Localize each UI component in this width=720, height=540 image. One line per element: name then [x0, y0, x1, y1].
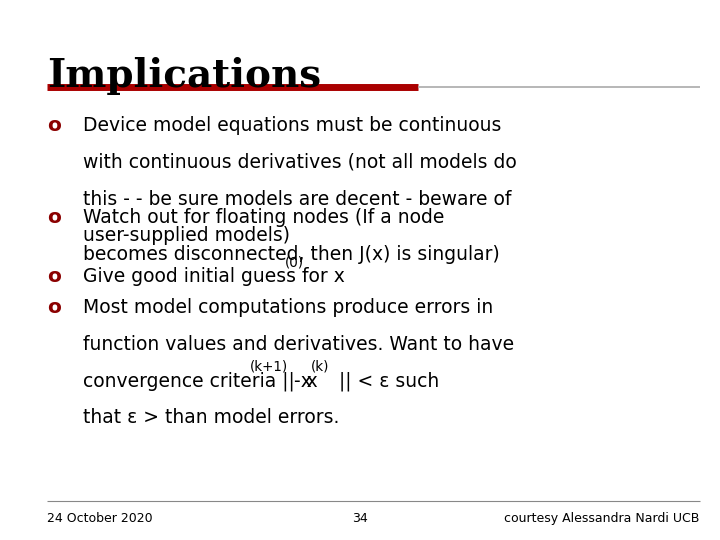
- Text: function values and derivatives. Want to have: function values and derivatives. Want to…: [83, 335, 514, 354]
- Text: 24 October 2020: 24 October 2020: [47, 512, 153, 525]
- Text: this - - be sure models are decent - beware of: this - - be sure models are decent - bew…: [83, 190, 511, 208]
- Text: - x: - x: [288, 372, 318, 390]
- Text: convergence criteria || x: convergence criteria || x: [83, 372, 312, 391]
- Text: (k+1): (k+1): [250, 360, 288, 374]
- Text: o: o: [47, 116, 60, 135]
- Text: Give good initial guess for x: Give good initial guess for x: [83, 267, 345, 286]
- Text: o: o: [47, 267, 60, 286]
- Text: Device model equations must be continuous: Device model equations must be continuou…: [83, 116, 501, 135]
- Text: with continuous derivatives (not all models do: with continuous derivatives (not all mod…: [83, 153, 516, 172]
- Text: 34: 34: [352, 512, 368, 525]
- Text: o: o: [47, 298, 60, 317]
- Text: o: o: [47, 208, 60, 227]
- Text: (0): (0): [284, 255, 304, 269]
- Text: Watch out for floating nodes (If a node: Watch out for floating nodes (If a node: [83, 208, 444, 227]
- Text: courtesy Alessandra Nardi UCB: courtesy Alessandra Nardi UCB: [505, 512, 700, 525]
- Text: becomes disconnected, then J(x) is singular): becomes disconnected, then J(x) is singu…: [83, 245, 500, 264]
- Text: user-supplied models): user-supplied models): [83, 226, 289, 245]
- Text: (k): (k): [311, 360, 330, 374]
- Text: that ε > than model errors.: that ε > than model errors.: [83, 408, 339, 427]
- Text: Implications: Implications: [47, 57, 321, 94]
- Text: Most model computations produce errors in: Most model computations produce errors i…: [83, 298, 493, 317]
- Text: || < ε such: || < ε such: [333, 372, 440, 391]
